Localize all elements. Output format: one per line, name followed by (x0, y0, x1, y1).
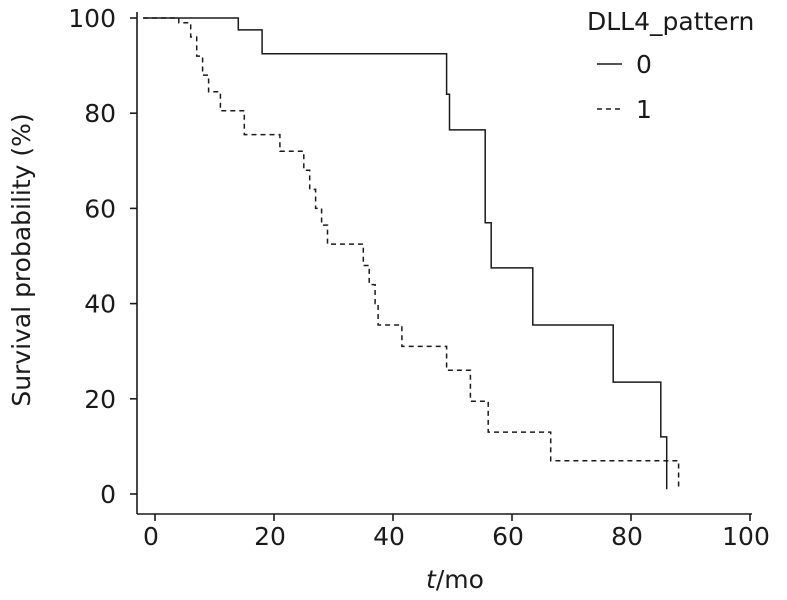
y-tick-label: 0 (100, 480, 116, 509)
survival-curves (143, 17, 680, 490)
y-tick-label: 100 (68, 4, 116, 33)
y-tick-label: 60 (84, 194, 116, 223)
legend-title: DLL4_pattern (587, 7, 754, 36)
y-tick-label: 40 (84, 290, 116, 319)
x-tick-label: 60 (492, 522, 524, 551)
y-ticks: 0 20 40 60 80 100 (68, 4, 137, 509)
x-tick-label: 0 (143, 522, 159, 551)
survival-curve-series-0 (143, 17, 668, 490)
y-tick-label: 20 (84, 385, 116, 414)
x-axis-label-unit: /mo (436, 565, 484, 594)
x-tick-label: 20 (254, 522, 286, 551)
x-tick-label: 100 (722, 522, 770, 551)
x-axis-label: t/mo (426, 565, 484, 594)
legend-label-series-1: 1 (636, 95, 652, 124)
x-tick-label: 80 (611, 522, 643, 551)
legend: DLL4_pattern 0 1 (587, 7, 754, 124)
axes (136, 12, 752, 515)
y-tick-label: 80 (84, 99, 116, 128)
x-axis-label-variable: t (426, 565, 437, 594)
x-tick-label: 40 (373, 522, 405, 551)
survival-curve-series-1 (143, 17, 680, 490)
legend-label-series-0: 0 (636, 50, 652, 79)
y-axis-label: Survival probability (%) (7, 113, 36, 406)
x-ticks: 0 20 40 60 80 100 (143, 514, 770, 551)
